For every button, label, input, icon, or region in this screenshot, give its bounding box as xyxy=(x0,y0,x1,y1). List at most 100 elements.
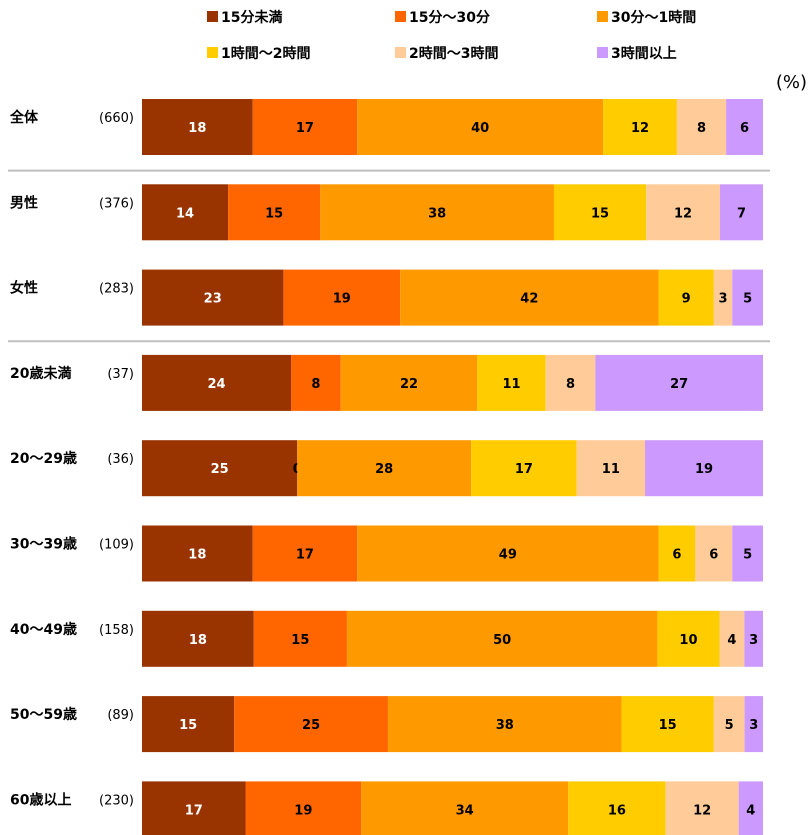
legend: 15分未満 15分〜30分 30分〜1時間 1時間〜2時間 2時間〜3時間 3時間以上 xyxy=(207,9,696,62)
data-label: 9 xyxy=(682,292,691,307)
bar-segment xyxy=(340,354,478,411)
data-label: 10 xyxy=(679,633,697,648)
data-label: 17 xyxy=(515,462,533,477)
bar-segment xyxy=(658,269,714,326)
row-labels: 全体 (660) 男性 (376) 女性 (283) 20歳未満 (37) 20〜29歳 (36)… xyxy=(9,109,134,808)
data-label: 50 xyxy=(493,633,511,648)
data-label: 4 xyxy=(746,803,755,818)
data-label: 5 xyxy=(743,548,752,563)
data-label: 17 xyxy=(296,548,314,563)
data-label: 17 xyxy=(296,121,314,136)
bar-row: 25028171119 xyxy=(142,440,763,497)
bar-segment xyxy=(719,184,763,241)
bar-segment xyxy=(253,610,347,667)
bar-segment xyxy=(719,610,745,667)
bar-segment xyxy=(744,696,763,753)
row-sample-size: (660) xyxy=(99,111,134,126)
bar-segment xyxy=(387,696,622,753)
legend-item: 3時間以上 xyxy=(597,45,677,62)
bar-segment xyxy=(142,354,292,411)
data-label: 12 xyxy=(674,206,692,221)
unit-label: (%) xyxy=(776,72,807,93)
data-label: 8 xyxy=(697,121,706,136)
bar-row: 18 15 50 10 4 3 xyxy=(142,610,763,667)
bar-segment xyxy=(142,184,229,241)
row-sample-size: (36) xyxy=(107,452,134,467)
data-label: 7 xyxy=(737,206,746,221)
bar-segment xyxy=(142,440,298,497)
data-label: 42 xyxy=(520,292,538,307)
bar-segment xyxy=(744,610,763,667)
data-label: 25 xyxy=(302,718,320,733)
row-label: 男性 xyxy=(10,194,38,211)
bar-segment xyxy=(576,440,646,497)
legend-item: 30分〜1時間 xyxy=(597,9,696,26)
bar-segment xyxy=(320,184,554,241)
row-label: 60歳以上 xyxy=(10,791,71,808)
data-label: 14 xyxy=(176,206,194,221)
row-label: 40〜49歳 xyxy=(10,621,77,638)
bar-segment xyxy=(252,99,358,155)
data-label: 25 xyxy=(211,462,229,477)
bar-row: 24 8 22 11 8 27 xyxy=(142,354,763,411)
bar-segment xyxy=(732,525,763,582)
data-label: 12 xyxy=(693,803,711,818)
legend-label: 3時間以上 xyxy=(611,45,677,62)
bar-segment xyxy=(142,269,284,326)
bar-segment xyxy=(621,696,714,753)
bar-segment xyxy=(142,696,235,753)
bar-segment xyxy=(400,269,659,326)
data-label: 34 xyxy=(456,803,474,818)
row-label: 20歳未満 xyxy=(10,365,71,382)
bars: 18 17 40 12 8 614 15 38 15 12 723 19 42 9 3 524 8 22 11 8 27… xyxy=(142,99,763,835)
row-sample-size: (230) xyxy=(99,793,134,808)
row-label: 女性 xyxy=(10,280,38,297)
bar-segment xyxy=(291,354,341,411)
data-label: 8 xyxy=(566,377,575,392)
legend-label: 2時間〜3時間 xyxy=(409,45,498,62)
bar-segment xyxy=(142,610,254,667)
bar-segment xyxy=(357,99,604,155)
data-label: 12 xyxy=(631,121,649,136)
legend-item: 2時間〜3時間 xyxy=(395,45,498,62)
bar-row: 23 19 42 9 3 5 xyxy=(142,269,763,326)
bar-row: 15 25 38 15 5 3 xyxy=(142,696,763,753)
legend-swatch xyxy=(597,47,608,58)
data-label: 18 xyxy=(188,121,206,136)
bar-segment xyxy=(695,525,733,582)
legend-item: 1時間〜2時間 xyxy=(207,45,310,62)
row-label: 全体 xyxy=(9,109,39,126)
legend-swatch xyxy=(395,47,406,58)
data-label: 49 xyxy=(499,548,517,563)
bar-segment xyxy=(658,525,696,582)
data-label: 6 xyxy=(740,121,749,136)
data-label: 3 xyxy=(749,718,758,733)
data-label: 19 xyxy=(294,803,312,818)
bar-segment xyxy=(676,99,727,155)
data-label: 15 xyxy=(591,206,609,221)
data-label: 3 xyxy=(749,633,758,648)
row-sample-size: (158) xyxy=(99,623,134,638)
data-label: 11 xyxy=(502,377,520,392)
bar-segment xyxy=(657,610,720,667)
legend-swatch xyxy=(395,11,406,22)
data-label: 5 xyxy=(743,292,752,307)
data-label: 40 xyxy=(471,121,489,136)
bar-segment xyxy=(646,184,720,241)
bar-segment xyxy=(346,610,658,667)
bar-segment xyxy=(297,440,472,497)
row-sample-size: (283) xyxy=(99,282,134,297)
data-label: 19 xyxy=(333,292,351,307)
row-sample-size: (376) xyxy=(99,196,134,211)
bar-row: 14 15 38 15 12 7 xyxy=(142,184,763,241)
bar-segment xyxy=(477,354,546,411)
data-label: 6 xyxy=(672,548,681,563)
data-label: 8 xyxy=(311,377,320,392)
bar-segment xyxy=(732,269,763,326)
bar-row: 18 17 49 6 6 5 xyxy=(142,525,763,582)
row-sample-size: (109) xyxy=(99,538,134,553)
bar-segment xyxy=(234,696,388,753)
bar-segment xyxy=(595,354,763,411)
bar-segment xyxy=(713,269,733,326)
data-label: 15 xyxy=(179,718,197,733)
